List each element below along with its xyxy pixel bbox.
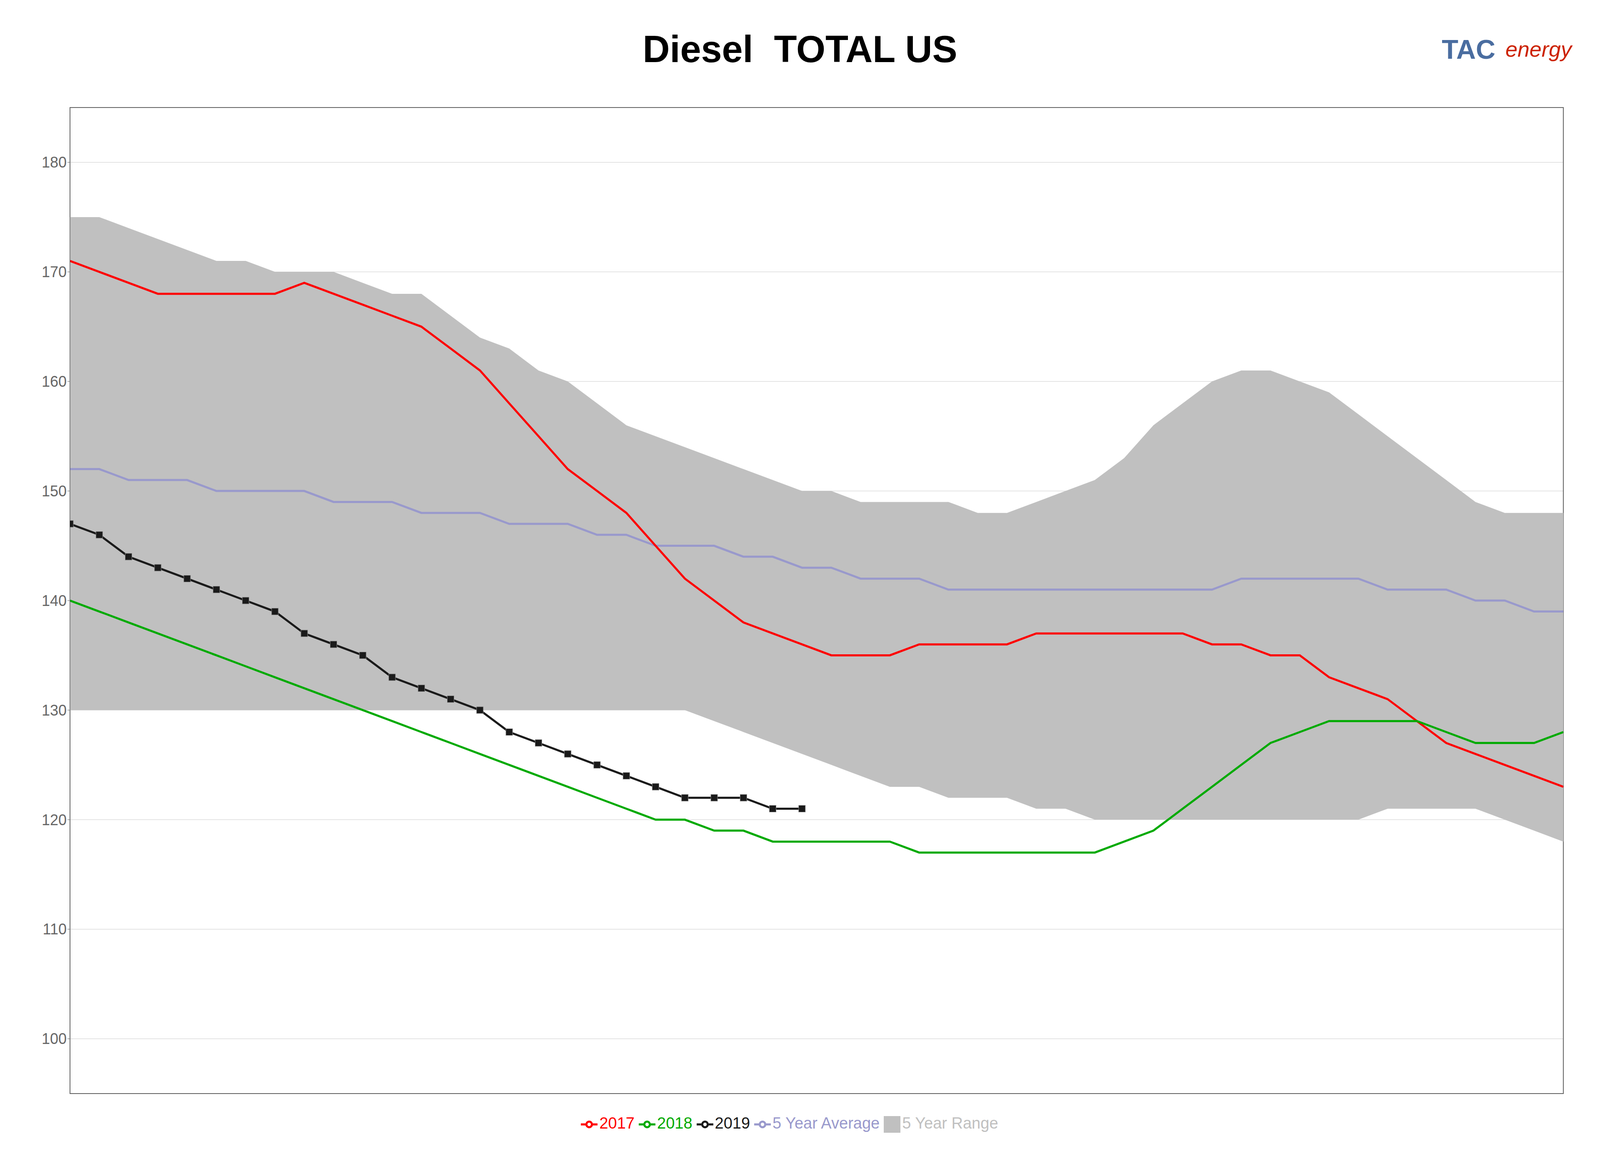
svg-text:110: 110 bbox=[42, 920, 67, 938]
svg-text:180: 180 bbox=[41, 153, 67, 171]
svg-text:140: 140 bbox=[41, 592, 67, 610]
html-text:Diesel TOTAL US: Diesel TOTAL US bbox=[642, 28, 958, 70]
svg-text:120: 120 bbox=[41, 811, 67, 829]
svg-text:170: 170 bbox=[41, 263, 67, 281]
svg-text:130: 130 bbox=[41, 701, 67, 719]
svg-text:160: 160 bbox=[41, 372, 67, 390]
svg-text:150: 150 bbox=[41, 482, 67, 500]
html-text:2019: 2019 bbox=[714, 1114, 751, 1132]
html-text:5 Year Average: 5 Year Average bbox=[772, 1114, 880, 1132]
html-text:5 Year Range: 5 Year Range bbox=[902, 1114, 999, 1132]
html-text:TAC energy: TAC energy bbox=[1441, 33, 1572, 65]
html-text:2018: 2018 bbox=[657, 1114, 693, 1132]
html-text:2017: 2017 bbox=[599, 1114, 635, 1132]
svg-text:100: 100 bbox=[41, 1030, 67, 1048]
